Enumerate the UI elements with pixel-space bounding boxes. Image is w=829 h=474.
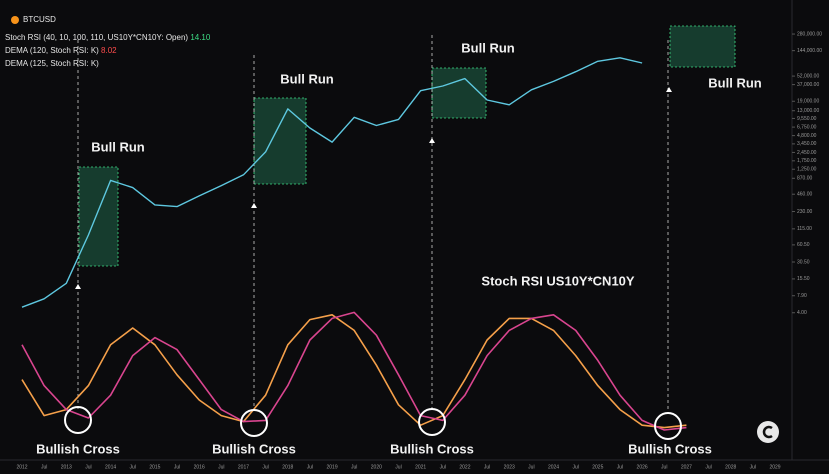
x-tick-label: 2021 bbox=[415, 464, 426, 470]
series-line bbox=[21, 314, 687, 429]
x-tick-label: 2015 bbox=[149, 464, 160, 470]
y-tick-label: 280,000.00 bbox=[797, 31, 822, 37]
annotation: Bullish Cross bbox=[390, 441, 474, 456]
annotation: Bull Run bbox=[280, 71, 333, 86]
x-tick-label: 2018 bbox=[282, 464, 293, 470]
x-tick-label: 2028 bbox=[725, 464, 736, 470]
cross-circle bbox=[240, 409, 268, 437]
logo bbox=[757, 421, 779, 443]
annotation: Bull Run bbox=[461, 40, 514, 55]
up-arrow bbox=[666, 87, 672, 92]
annotation: Bullish Cross bbox=[36, 441, 120, 456]
x-tick-label: 2019 bbox=[326, 464, 337, 470]
y-tick-label: 1,250.00 bbox=[797, 167, 817, 173]
y-tick-label: 60.50 bbox=[797, 242, 810, 248]
x-tick-label: Jul bbox=[750, 464, 756, 470]
x-tick-label: Jul bbox=[218, 464, 224, 470]
annotation: Bullish Cross bbox=[212, 441, 296, 456]
bull-run-box bbox=[78, 166, 119, 267]
y-tick-label: 9,550.00 bbox=[797, 116, 817, 122]
x-tick-label: Jul bbox=[440, 464, 446, 470]
x-tick-label: 2016 bbox=[194, 464, 205, 470]
y-tick-label: 4,800.00 bbox=[797, 133, 817, 139]
legend-value: 8.02 bbox=[101, 46, 117, 55]
series-line bbox=[21, 57, 643, 308]
x-tick-label: 2020 bbox=[371, 464, 382, 470]
y-tick-label: 19,000.00 bbox=[797, 99, 819, 105]
x-tick-label: Jul bbox=[661, 464, 667, 470]
x-tick-label: 2024 bbox=[548, 464, 559, 470]
btc-icon bbox=[11, 16, 19, 24]
bull-run-box bbox=[669, 25, 736, 68]
x-tick-label: Jul bbox=[395, 464, 401, 470]
x-tick-label: Jul bbox=[528, 464, 534, 470]
y-tick-label: 15.50 bbox=[797, 276, 810, 282]
y-tick-label: 37,000.00 bbox=[797, 82, 819, 88]
x-tick-label: Jul bbox=[617, 464, 623, 470]
y-tick-label: 230.00 bbox=[797, 209, 813, 215]
y-tick-label: 3,450.00 bbox=[797, 141, 817, 147]
y-tick-label: 870.00 bbox=[797, 176, 813, 182]
x-tick-label: 2012 bbox=[16, 464, 27, 470]
y-tick-label: 6,750.00 bbox=[797, 124, 817, 130]
x-tick-label: 2014 bbox=[105, 464, 116, 470]
logo-mark bbox=[762, 425, 773, 439]
legend-entry: DEMA (125, Stoch RSI: K) bbox=[5, 59, 99, 68]
y-tick-label: 7.90 bbox=[797, 293, 807, 299]
cross-circle bbox=[418, 408, 446, 436]
chart-title: BTCUSD bbox=[23, 15, 56, 24]
up-arrow bbox=[75, 284, 81, 289]
y-tick-label: 13,000.00 bbox=[797, 108, 819, 114]
x-tick-label: Jul bbox=[130, 464, 136, 470]
up-arrow bbox=[251, 203, 257, 208]
x-tick-label: Jul bbox=[85, 464, 91, 470]
annotation: Bullish Cross bbox=[628, 441, 712, 456]
bull-run-box bbox=[431, 67, 487, 119]
legend-header-text: Stoch RSI (40, 10, 100, 110, US10Y*CN10Y… bbox=[5, 33, 188, 42]
y-tick-label: 2,450.00 bbox=[797, 150, 817, 156]
y-tick-label: 115.00 bbox=[797, 226, 812, 232]
legend-header-value: 14.10 bbox=[190, 33, 211, 42]
x-tick-label: 2023 bbox=[504, 464, 515, 470]
x-tick-label: Jul bbox=[572, 464, 578, 470]
x-tick-label: Jul bbox=[174, 464, 180, 470]
x-tick-label: 2017 bbox=[238, 464, 249, 470]
y-tick-label: 4.00 bbox=[797, 310, 807, 316]
x-tick-label: Jul bbox=[484, 464, 490, 470]
x-tick-label: Jul bbox=[705, 464, 711, 470]
y-tick-label: 460.00 bbox=[797, 192, 813, 198]
y-tick-label: 144,000.00 bbox=[797, 48, 822, 54]
legend-header: Stoch RSI (40, 10, 100, 110, US10Y*CN10Y… bbox=[5, 33, 211, 42]
legend-entry: DEMA (120, Stoch RSI: K) 8.02 bbox=[5, 46, 117, 55]
y-tick-label: 1,750.00 bbox=[797, 158, 817, 164]
y-tick-label: 52,000.00 bbox=[797, 73, 819, 79]
series-line bbox=[21, 311, 687, 431]
up-arrow bbox=[429, 138, 435, 143]
annotation: Stoch RSI US10Y*CN10Y bbox=[481, 273, 634, 288]
x-tick-label: 2027 bbox=[681, 464, 692, 470]
cross-circle bbox=[654, 412, 682, 440]
bull-run-box bbox=[253, 97, 307, 185]
x-tick-label: Jul bbox=[262, 464, 268, 470]
x-tick-label: Jul bbox=[307, 464, 313, 470]
x-tick-label: Jul bbox=[351, 464, 357, 470]
x-tick-label: 2025 bbox=[592, 464, 603, 470]
annotation: Bull Run bbox=[91, 139, 144, 154]
legend-name: DEMA (120, Stoch RSI: K) bbox=[5, 46, 99, 55]
x-tick-label: Jul bbox=[41, 464, 47, 470]
x-tick-label: 2026 bbox=[637, 464, 648, 470]
cross-circle bbox=[64, 406, 92, 434]
y-tick-label: 30.50 bbox=[797, 259, 810, 265]
x-tick-label: 2013 bbox=[61, 464, 72, 470]
plot bbox=[21, 57, 687, 431]
annotation: Bull Run bbox=[708, 75, 761, 90]
x-tick-label: 2029 bbox=[769, 464, 780, 470]
x-tick-label: 2022 bbox=[459, 464, 470, 470]
